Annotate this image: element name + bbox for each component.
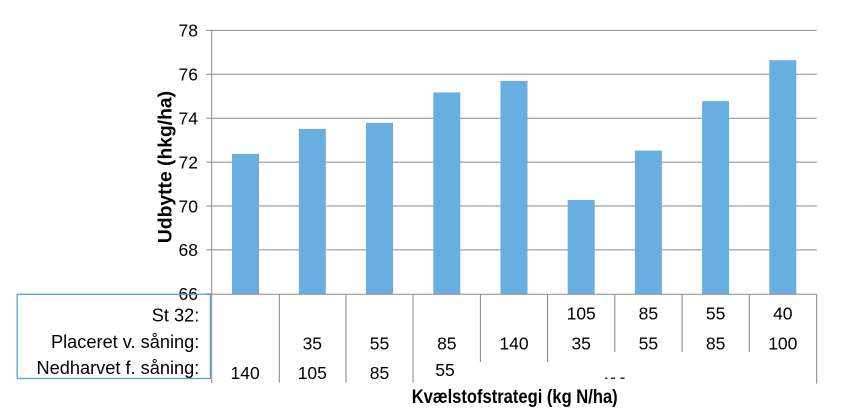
svg-text:Udbytte (hkg/ha): Udbytte (hkg/ha) bbox=[155, 91, 176, 243]
svg-text:55: 55 bbox=[370, 333, 389, 353]
svg-text:Placeret v. såning:: Placeret v. såning: bbox=[51, 332, 199, 352]
svg-text:100: 100 bbox=[768, 333, 797, 353]
svg-text:68: 68 bbox=[179, 240, 198, 260]
svg-text:55: 55 bbox=[435, 360, 454, 380]
svg-text:40: 40 bbox=[773, 304, 793, 324]
svg-text:55: 55 bbox=[706, 304, 725, 324]
svg-text:85: 85 bbox=[639, 304, 658, 324]
svg-text:105: 105 bbox=[298, 363, 327, 383]
svg-text:85: 85 bbox=[706, 333, 725, 353]
svg-text:85: 85 bbox=[437, 333, 456, 353]
svg-text:85: 85 bbox=[370, 363, 389, 383]
svg-text:70: 70 bbox=[179, 196, 199, 216]
svg-text:105: 105 bbox=[567, 304, 596, 324]
svg-text:72: 72 bbox=[179, 152, 198, 172]
svg-text:78: 78 bbox=[179, 21, 198, 41]
svg-text:35: 35 bbox=[303, 333, 322, 353]
svg-text:St 32:: St 32: bbox=[152, 305, 200, 325]
svg-text:35: 35 bbox=[571, 333, 590, 353]
svg-text:55: 55 bbox=[639, 333, 658, 353]
svg-text:Nedharvet f. såning:: Nedharvet f. såning: bbox=[37, 358, 200, 378]
svg-text:140: 140 bbox=[499, 333, 528, 353]
svg-text:140: 140 bbox=[230, 363, 259, 383]
svg-text:Kvælstofstrategi (kg N/ha): Kvælstofstrategi (kg N/ha) bbox=[412, 386, 618, 408]
svg-text:74: 74 bbox=[179, 109, 199, 129]
svg-text:76: 76 bbox=[179, 65, 198, 85]
